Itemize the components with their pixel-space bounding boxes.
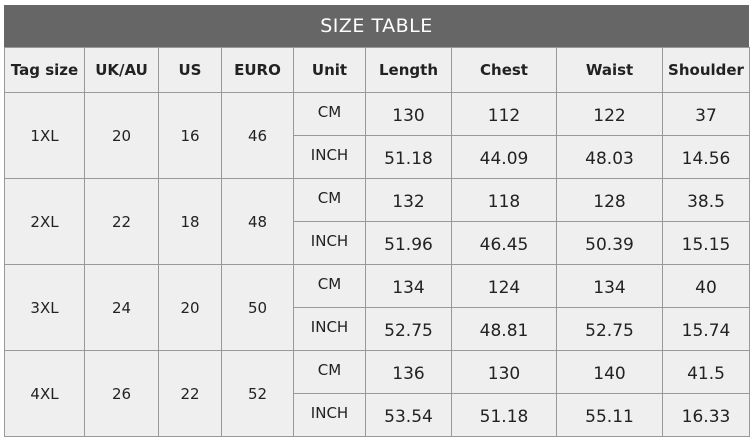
cell-euro: 50	[221, 264, 294, 351]
cell-cm-unit: CM	[293, 92, 366, 136]
table-row: 1XL 20 16 46 CM 130 112 122 37	[4, 92, 750, 179]
cell-us: 20	[158, 264, 222, 351]
cell-inch-shoulder: 15.74	[662, 307, 750, 351]
table-row: INCH 51.96 46.45 50.39 15.15	[5, 221, 750, 265]
cell-cm-waist: 122	[556, 92, 663, 136]
cell-inch-waist: 52.75	[556, 307, 663, 351]
column-header: Shoulder	[662, 47, 750, 93]
cell-inch-waist: 48.03	[556, 135, 663, 179]
cell-inch-length: 53.54	[365, 393, 452, 437]
cell-inch-chest: 51.18	[451, 393, 557, 437]
cell-euro: 48	[221, 178, 294, 265]
cell-inch-chest: 48.81	[451, 307, 557, 351]
table-row: INCH 52.75 48.81 52.75 15.74	[5, 307, 750, 351]
cell-inch-shoulder: 14.56	[662, 135, 750, 179]
cell-cm-chest: 130	[451, 350, 557, 394]
column-header: Unit	[293, 47, 366, 93]
cell-inch-length: 52.75	[365, 307, 452, 351]
size-table-container: SIZE TABLE Tag size UK/AU US EURO Unit Length…	[4, 5, 750, 437]
header-row: Tag size UK/AU US EURO Unit Length Chest Waist S…	[4, 47, 750, 93]
cell-cm-length: 136	[365, 350, 452, 394]
cell-inch-chest: 46.45	[451, 221, 557, 265]
column-header: Length	[365, 47, 452, 93]
cell-tag: 1XL	[4, 92, 85, 179]
cell-cm-shoulder: 40	[662, 264, 750, 308]
cell-inch-unit: INCH	[293, 307, 366, 351]
cell-us: 16	[158, 92, 222, 179]
cell-inch-shoulder: 16.33	[662, 393, 750, 437]
cell-cm-chest: 124	[451, 264, 557, 308]
cell-cm-length: 132	[365, 178, 452, 222]
table-title: SIZE TABLE	[4, 5, 749, 47]
cell-inch-shoulder: 15.15	[662, 221, 750, 265]
cell-cm-unit: CM	[293, 264, 366, 308]
cell-us: 18	[158, 178, 222, 265]
cell-inch-unit: INCH	[293, 221, 366, 265]
cell-tag: 3XL	[4, 264, 85, 351]
cell-cm-chest: 118	[451, 178, 557, 222]
column-header: Tag size	[4, 47, 85, 93]
cell-us: 22	[158, 350, 222, 437]
cell-cm-shoulder: 41.5	[662, 350, 750, 394]
cell-cm-shoulder: 37	[662, 92, 750, 136]
cell-cm-unit: CM	[293, 178, 366, 222]
column-header: UK/AU	[84, 47, 159, 93]
cell-cm-unit: CM	[293, 350, 366, 394]
cell-inch-chest: 44.09	[451, 135, 557, 179]
cell-cm-waist: 140	[556, 350, 663, 394]
column-header: Waist	[556, 47, 663, 93]
cell-uk: 24	[84, 264, 159, 351]
column-header: US	[158, 47, 222, 93]
cell-cm-shoulder: 38.5	[662, 178, 750, 222]
cell-euro: 52	[221, 350, 294, 437]
cell-uk: 26	[84, 350, 159, 437]
cell-inch-unit: INCH	[293, 135, 366, 179]
cell-cm-length: 134	[365, 264, 452, 308]
column-header: Chest	[451, 47, 557, 93]
column-header: EURO	[221, 47, 294, 93]
cell-inch-length: 51.18	[365, 135, 452, 179]
cell-cm-chest: 112	[451, 92, 557, 136]
table-row: INCH 51.18 44.09 48.03 14.56	[5, 135, 750, 179]
cell-tag: 4XL	[4, 350, 85, 437]
cell-cm-waist: 128	[556, 178, 663, 222]
cell-uk: 22	[84, 178, 159, 265]
table-row: 3XL 24 20 50 CM 134 124 134 40	[4, 264, 750, 351]
cell-inch-waist: 50.39	[556, 221, 663, 265]
cell-inch-length: 51.96	[365, 221, 452, 265]
cell-tag: 2XL	[4, 178, 85, 265]
table-row: 4XL 26 22 52 CM 136 130 140 41.5	[4, 350, 750, 437]
cell-uk: 20	[84, 92, 159, 179]
cell-cm-length: 130	[365, 92, 452, 136]
cell-euro: 46	[221, 92, 294, 179]
cell-cm-waist: 134	[556, 264, 663, 308]
cell-inch-unit: INCH	[293, 393, 366, 437]
table-row: 2XL 22 18 48 CM 132 118 128 38.5	[4, 178, 750, 265]
size-table: Tag size UK/AU US EURO Unit Length Chest Waist S…	[4, 47, 750, 437]
cell-inch-waist: 55.11	[556, 393, 663, 437]
